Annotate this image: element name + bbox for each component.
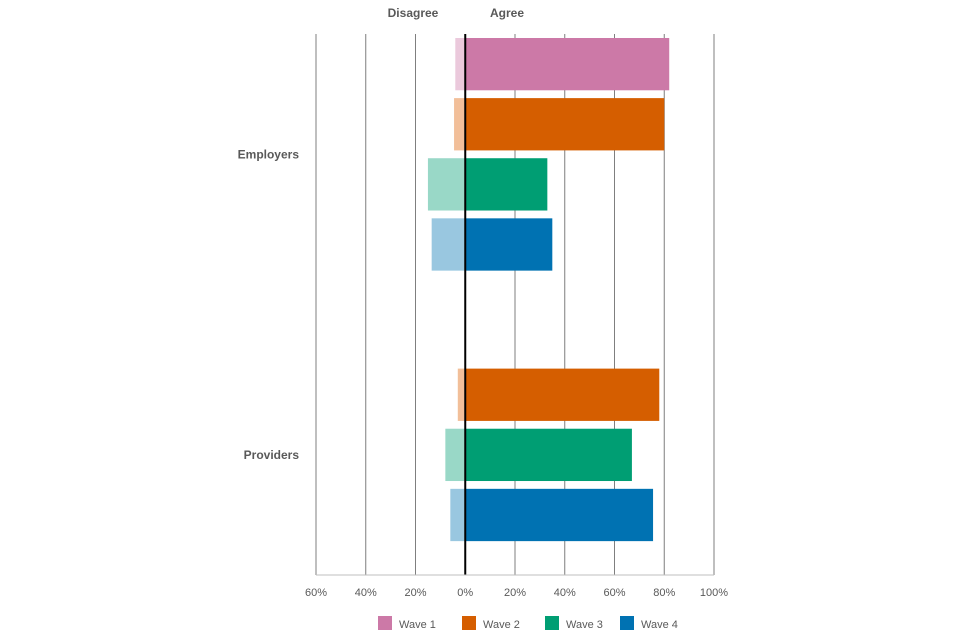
legend-swatch-wave-3 (545, 616, 559, 630)
x-tick-label: 100% (700, 587, 728, 599)
bars (427, 38, 670, 542)
x-tick-label: 60% (603, 587, 625, 599)
bar-disagree-employers-wave-1 (455, 38, 466, 91)
legend-label-wave-3: Wave 3 (566, 619, 603, 631)
category-label-providers: Providers (244, 448, 300, 462)
legend-swatch-wave-4 (620, 616, 634, 630)
header-agree: Agree (490, 6, 524, 20)
legend-label-wave-2: Wave 2 (483, 619, 520, 631)
legend-label-wave-1: Wave 1 (399, 619, 436, 631)
bar-disagree-employers-wave-4 (431, 218, 466, 271)
category-labels: Employers Providers (238, 147, 300, 462)
legend-label-wave-4: Wave 4 (641, 619, 678, 631)
bar-agree-providers-wave-4 (465, 488, 654, 542)
bar-agree-employers-wave-4 (465, 218, 553, 271)
bar-agree-employers-wave-2 (465, 98, 665, 151)
x-tick-label: 20% (404, 587, 426, 599)
bar-disagree-employers-wave-3 (427, 158, 466, 211)
x-tick-labels: 60% 40% 20% 0% 20% 40% 60% 80% 100% (305, 587, 728, 599)
x-tick-label: 0% (457, 587, 473, 599)
category-label-employers: Employers (238, 147, 300, 161)
legend-swatch-wave-1 (378, 616, 392, 630)
bar-agree-employers-wave-1 (465, 38, 670, 91)
x-tick-label: 20% (504, 587, 526, 599)
bar-disagree-providers-wave-3 (445, 428, 466, 482)
bar-disagree-providers-wave-2 (457, 368, 466, 421)
header-disagree: Disagree (388, 6, 439, 20)
bar-agree-employers-wave-3 (465, 158, 548, 211)
bar-agree-providers-wave-3 (465, 428, 632, 482)
bar-disagree-providers-wave-4 (450, 488, 466, 542)
bar-disagree-employers-wave-2 (454, 98, 466, 151)
x-tick-label: 60% (305, 587, 327, 599)
legend-swatch-wave-2 (462, 616, 476, 630)
x-tick-label: 40% (554, 587, 576, 599)
x-tick-label: 40% (355, 587, 377, 599)
x-tick-label: 80% (653, 587, 675, 599)
bar-agree-providers-wave-2 (465, 368, 660, 421)
legend: Wave 1 Wave 2 Wave 3 Wave 4 (378, 616, 678, 631)
